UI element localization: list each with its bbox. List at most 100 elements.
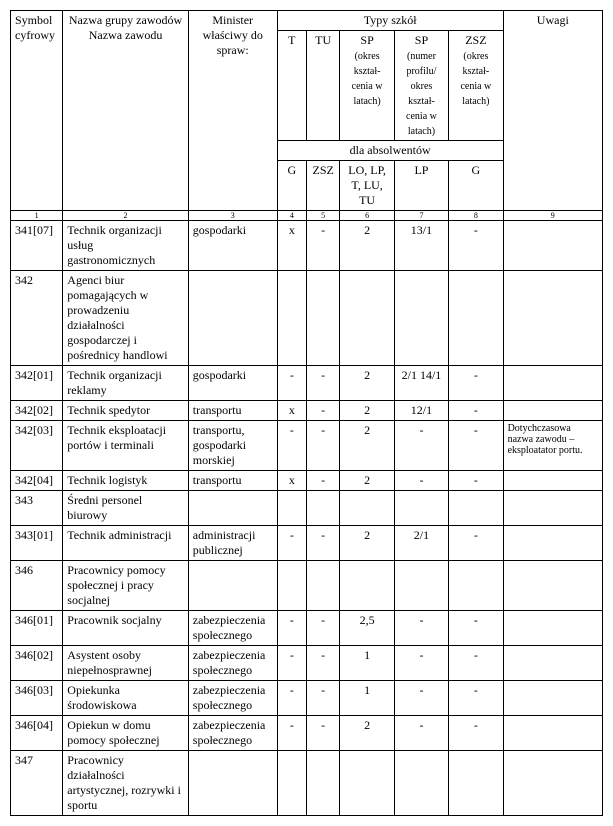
colnum-3: 3: [188, 211, 277, 221]
cell: -: [306, 526, 339, 561]
cell: -: [449, 716, 503, 751]
cell: transportu: [188, 401, 277, 421]
header-uwagi: Uwagi: [503, 11, 602, 211]
table-row: 346Pracownicy pomocy społecznej i pracy …: [11, 561, 603, 611]
cell: Opiekun w domu pomocy społecznej: [63, 716, 189, 751]
cell: [449, 561, 503, 611]
cell: -: [306, 681, 339, 716]
cell: [340, 561, 394, 611]
cell: [277, 561, 306, 611]
cell: [340, 751, 394, 816]
main-table: Symbol cyfrowy Nazwa grupy zawodów Nazwa…: [10, 10, 603, 816]
cell: -: [394, 421, 448, 471]
cell: Technik spedytor: [63, 401, 189, 421]
cell: 342: [11, 271, 63, 366]
header-zsz2: ZSZ: [306, 161, 339, 211]
cell: -: [277, 611, 306, 646]
header-nazwa: Nazwa grupy zawodów Nazwa zawodu: [63, 11, 189, 211]
cell: [449, 751, 503, 816]
colnum-1: 1: [11, 211, 63, 221]
header-lo: LO, LP, T, LU, TU: [340, 161, 394, 211]
cell: Technik administracji: [63, 526, 189, 561]
colnum-6: 6: [340, 211, 394, 221]
cell: 346[03]: [11, 681, 63, 716]
cell: 346[04]: [11, 716, 63, 751]
header-zsz: ZSZ (okres kształ- cenia w latach): [449, 31, 503, 141]
cell: Pracownik socjalny: [63, 611, 189, 646]
colnum-4: 4: [277, 211, 306, 221]
cell: -: [277, 526, 306, 561]
cell: transportu, gospodarki morskiej: [188, 421, 277, 471]
cell: Średni personel biurowy: [63, 491, 189, 526]
cell: -: [277, 421, 306, 471]
table-row: 342[01]Technik organizacji reklamygospod…: [11, 366, 603, 401]
cell: Technik organizacji usług gastronomiczny…: [63, 221, 189, 271]
cell: [188, 751, 277, 816]
cell: 343: [11, 491, 63, 526]
cell: 347: [11, 751, 63, 816]
cell: [503, 221, 602, 271]
header-zsz-sub: (okres kształ- cenia w latach): [460, 51, 491, 107]
table-row: 342[02]Technik spedytortransportux-212/1…: [11, 401, 603, 421]
cell: -: [394, 611, 448, 646]
cell: 1: [340, 646, 394, 681]
cell: 12/1: [394, 401, 448, 421]
cell: 2: [340, 526, 394, 561]
cell: zabezpieczenia społecznego: [188, 681, 277, 716]
cell: -: [277, 646, 306, 681]
cell: -: [449, 471, 503, 491]
cell: 342[02]: [11, 401, 63, 421]
cell: Technik eksploatacji portów i terminali: [63, 421, 189, 471]
header-t: T: [277, 31, 306, 141]
cell: [277, 491, 306, 526]
cell: [306, 271, 339, 366]
cell: 346[01]: [11, 611, 63, 646]
colnum-5: 5: [306, 211, 339, 221]
table-row: 342Agenci biur pomagających w prowadzeni…: [11, 271, 603, 366]
cell: 2: [340, 471, 394, 491]
cell: Technik organizacji reklamy: [63, 366, 189, 401]
cell: -: [449, 611, 503, 646]
cell: [503, 611, 602, 646]
cell: [449, 271, 503, 366]
cell: [394, 561, 448, 611]
cell: -: [449, 681, 503, 716]
table-row: 342[04]Technik logistyktransportux-2--: [11, 471, 603, 491]
cell: [306, 561, 339, 611]
cell: gospodarki: [188, 221, 277, 271]
table-row: 343[01]Technik administracjiadministracj…: [11, 526, 603, 561]
table-body: 341[07]Technik organizacji usług gastron…: [11, 221, 603, 816]
colnum-2: 2: [63, 211, 189, 221]
cell: -: [277, 681, 306, 716]
header-g: G: [277, 161, 306, 211]
cell: -: [306, 471, 339, 491]
table-row: 341[07]Technik organizacji usług gastron…: [11, 221, 603, 271]
cell: transportu: [188, 471, 277, 491]
cell: -: [306, 716, 339, 751]
cell: zabezpieczenia społecznego: [188, 611, 277, 646]
cell: [503, 751, 602, 816]
cell: [503, 716, 602, 751]
cell: -: [306, 421, 339, 471]
cell: 346: [11, 561, 63, 611]
header-row-1: Symbol cyfrowy Nazwa grupy zawodów Nazwa…: [11, 11, 603, 31]
cell: 2: [340, 401, 394, 421]
cell: administracji publicznej: [188, 526, 277, 561]
cell: -: [449, 366, 503, 401]
table-row: 342[03]Technik eksploatacji portów i ter…: [11, 421, 603, 471]
table-row: 343Średni personel biurowy: [11, 491, 603, 526]
cell: -: [306, 401, 339, 421]
cell: [394, 751, 448, 816]
header-typy: Typy szkół: [277, 11, 503, 31]
cell: [340, 271, 394, 366]
header-sp1-sub: (okres kształ- cenia w latach): [352, 51, 383, 107]
cell: -: [306, 221, 339, 271]
cell: 13/1: [394, 221, 448, 271]
table-row: 346[01]Pracownik socjalnyzabezpieczenia …: [11, 611, 603, 646]
table-row: 347Pracownicy działalności artystycznej,…: [11, 751, 603, 816]
header-sp2-label: SP: [415, 33, 428, 47]
cell: -: [306, 611, 339, 646]
cell: 2/1 14/1: [394, 366, 448, 401]
cell: Pracownicy pomocy społecznej i pracy soc…: [63, 561, 189, 611]
cell: Opiekunka środowiskowa: [63, 681, 189, 716]
